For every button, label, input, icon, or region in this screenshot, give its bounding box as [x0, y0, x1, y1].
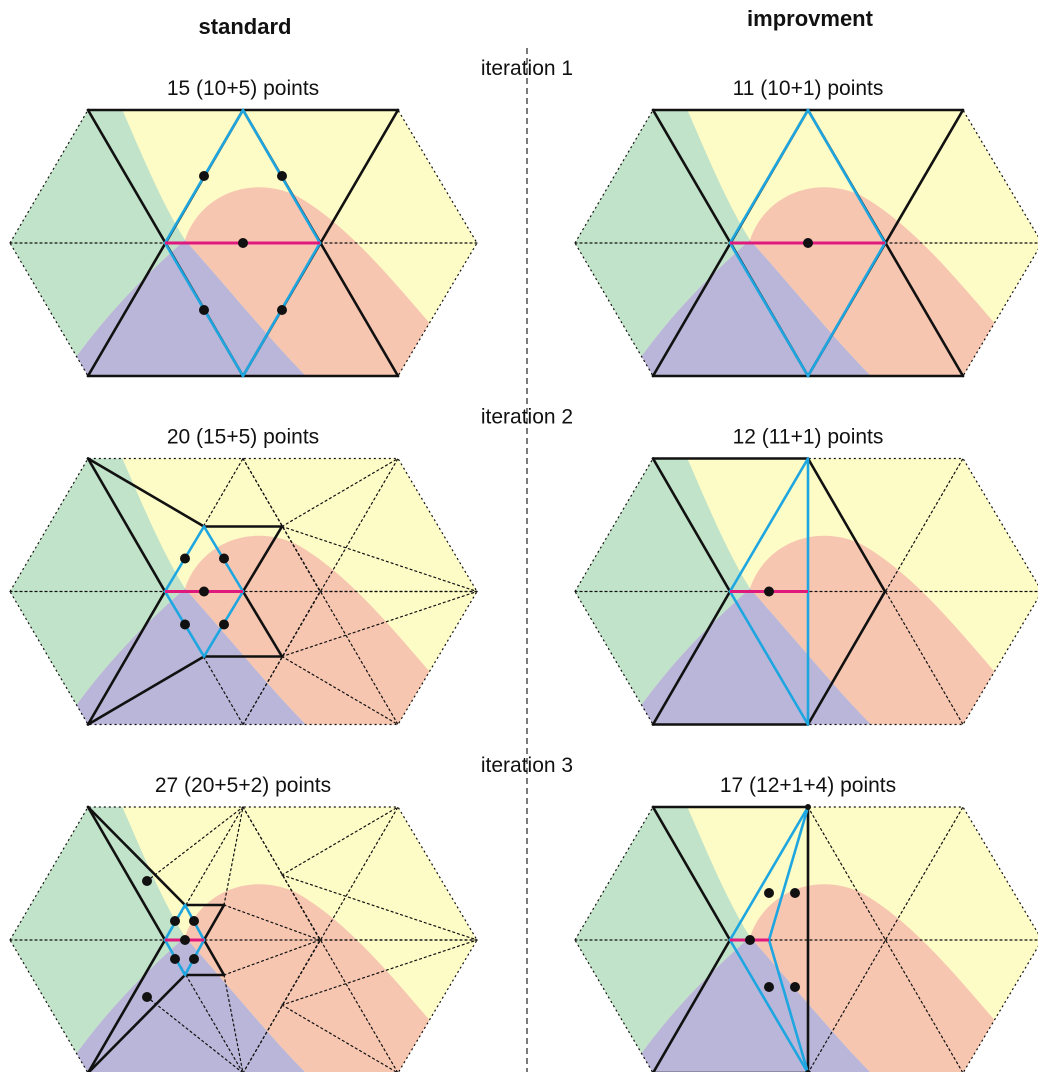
point — [277, 171, 287, 181]
point — [170, 954, 180, 964]
mesh-edge — [242, 806, 321, 941]
iteration-label: iteration 3 — [481, 754, 573, 777]
point — [189, 916, 199, 926]
patch-edge — [241, 525, 284, 593]
mesh-edge — [281, 457, 399, 528]
mesh-edge — [223, 939, 321, 976]
patch-edge — [652, 938, 732, 1072]
cavity-edge — [728, 938, 809, 1072]
color-regions — [10, 807, 477, 1072]
point — [180, 619, 190, 630]
panel-label: 27 (20+5+2) points — [155, 774, 331, 797]
point — [219, 553, 229, 564]
mesh-edge — [242, 590, 321, 726]
point — [142, 992, 152, 1002]
column-header: standard — [199, 14, 292, 39]
color-regions — [10, 110, 477, 376]
patch-edge — [86, 655, 206, 726]
panel — [9, 108, 478, 378]
color-regions — [575, 110, 1038, 376]
patch-edge — [87, 973, 187, 1072]
mesh-edge — [281, 939, 478, 1006]
panel — [574, 108, 1038, 378]
patch-edge — [87, 938, 167, 1072]
patch-edge — [86, 805, 187, 907]
point — [790, 888, 800, 898]
point — [199, 171, 209, 181]
patch-edge — [806, 590, 887, 726]
mesh-edge — [223, 806, 244, 906]
mesh-edge — [807, 806, 964, 1072]
mesh-edge — [146, 806, 244, 882]
cavity-edge — [728, 241, 810, 378]
cavity-edge — [806, 241, 887, 378]
color-regions — [10, 458, 477, 725]
color-regions — [575, 458, 1038, 725]
mesh-edge — [281, 1004, 398, 1072]
panel-label: 17 (12+1+4) points — [720, 774, 896, 797]
patch-edge — [651, 590, 732, 726]
panel — [9, 457, 478, 726]
mesh-edge — [281, 525, 478, 593]
mesh-edge — [281, 806, 399, 876]
panel-label: 20 (15+5) points — [167, 426, 319, 449]
point — [238, 238, 248, 248]
panel-label: 12 (11+1) points — [733, 426, 884, 449]
point — [745, 935, 755, 945]
patch-edge — [86, 590, 167, 726]
color-regions — [575, 807, 1038, 1072]
mesh-edge — [242, 457, 321, 593]
panel — [574, 804, 1038, 1072]
point — [199, 586, 209, 597]
cavity-edge — [728, 457, 810, 593]
point — [805, 804, 811, 810]
panel — [9, 805, 478, 1072]
mesh-edge — [807, 806, 964, 1072]
cavity-edge — [806, 108, 887, 245]
mesh-edge — [146, 996, 243, 1072]
mesh-edge — [223, 974, 244, 1072]
mesh-edge — [281, 590, 478, 658]
cavity-edge — [767, 805, 810, 942]
panel-label: 11 (10+1) points — [733, 77, 884, 100]
iteration-label: iteration 1 — [481, 57, 573, 80]
cavity-edge — [728, 108, 810, 245]
mesh-edge — [242, 939, 321, 1072]
point — [142, 876, 152, 886]
patch-edge — [86, 805, 167, 942]
point — [189, 954, 199, 964]
cavity-edge — [728, 590, 810, 726]
patch-edge — [241, 590, 284, 658]
mesh-edge — [223, 904, 321, 941]
point — [764, 888, 774, 898]
cavity-edge — [767, 938, 810, 1072]
point — [180, 553, 190, 564]
patch-edge — [86, 457, 167, 593]
point — [170, 916, 180, 926]
point — [764, 982, 774, 992]
panel-label: 15 (10+5) points — [167, 77, 319, 100]
patch-edge — [651, 457, 732, 593]
patch-edge — [86, 457, 206, 528]
point — [764, 586, 774, 597]
cavity-edge — [728, 805, 810, 942]
iteration-label: iteration 2 — [481, 406, 573, 429]
point — [277, 305, 287, 315]
panel — [574, 457, 1038, 726]
patch-edge — [806, 457, 887, 593]
point — [790, 982, 800, 992]
column-header: improvment — [747, 6, 874, 31]
patch-edge — [202, 903, 226, 942]
point — [180, 935, 190, 945]
mesh-edge — [281, 655, 399, 726]
panels: iteration 1 15 (10+5) points 11 (10+1) poi… — [9, 57, 1038, 1072]
patch-edge — [651, 805, 732, 942]
point — [199, 305, 209, 315]
point — [803, 238, 813, 248]
point — [219, 619, 229, 630]
mesh-edge — [281, 874, 478, 941]
patch-edge — [202, 938, 226, 977]
